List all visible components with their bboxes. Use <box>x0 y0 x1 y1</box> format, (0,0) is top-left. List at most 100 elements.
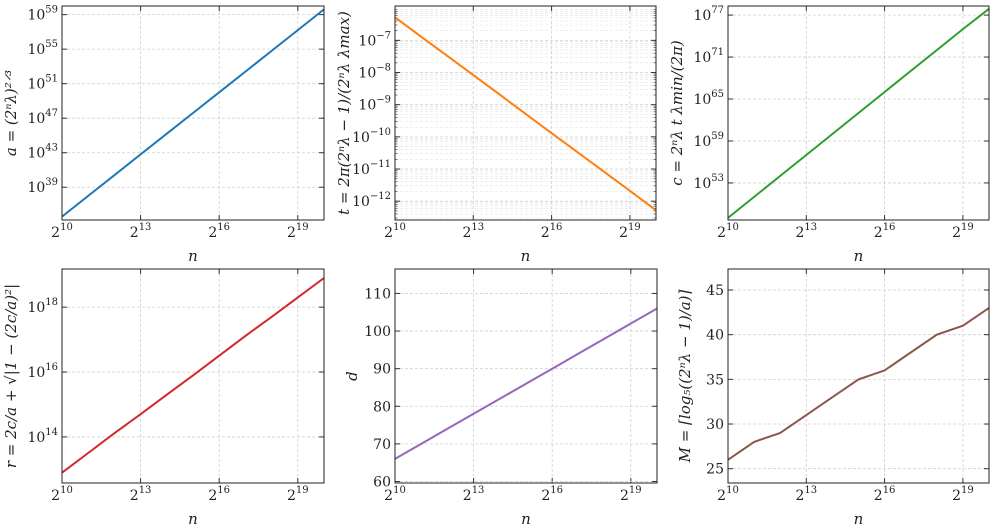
tick-exponent: 19 <box>961 485 974 496</box>
tick-base: 10 <box>358 33 376 49</box>
tick-base: 2 <box>717 225 726 241</box>
x-tick-label: 213 <box>130 485 152 504</box>
y-tick-label: 1016 <box>27 362 58 381</box>
tick-base: 10 <box>358 66 376 82</box>
tick-exponent: 10 <box>393 222 406 233</box>
tick-exponent: 59 <box>45 5 58 16</box>
tick-exponent: 55 <box>45 39 58 50</box>
x-tick-label: 213 <box>463 485 485 504</box>
tick-exponent: 19 <box>296 222 309 233</box>
x-tick-label: 210 <box>51 485 73 504</box>
axes-frame <box>61 268 325 484</box>
x-tick-label: 210 <box>717 222 739 241</box>
tick-exponent: 16 <box>550 485 563 496</box>
y-tick-label: 1043 <box>27 143 58 162</box>
series-line <box>394 307 658 460</box>
y-tick-label: 35 <box>706 372 724 388</box>
y-axis-label: r = 2c/a + √|1 − (2c/a)²| <box>2 284 20 468</box>
tick-base: 2 <box>619 225 628 241</box>
tick-base: 2 <box>208 488 217 504</box>
y-tick-label: 70 <box>373 437 391 453</box>
y-tick-label: 90 <box>373 362 391 378</box>
tick-exponent: −7 <box>376 30 391 41</box>
y-tick-label: 1077 <box>693 5 724 24</box>
x-tick-label: 210 <box>717 485 739 504</box>
y-tick-label: 1065 <box>693 89 724 108</box>
tick-base: 10 <box>352 130 370 146</box>
tick-exponent: 43 <box>45 143 58 154</box>
tick-exponent: −11 <box>370 159 391 170</box>
tick-base: 2 <box>795 488 804 504</box>
tick-base: 2 <box>287 488 296 504</box>
x-tick-label: 216 <box>541 222 563 241</box>
tick-base: 2 <box>384 488 393 504</box>
y-tick-label: 1071 <box>693 47 724 66</box>
tick-exponent: 16 <box>217 485 230 496</box>
tick-exponent: 39 <box>45 177 58 188</box>
tick-exponent: 16 <box>45 362 58 373</box>
x-axis-label: n <box>521 247 531 265</box>
x-tick-label: 219 <box>287 485 309 504</box>
y-tick-label: 10−12 <box>352 191 391 210</box>
x-axis-label: n <box>854 247 864 265</box>
y-axis-label: a = (2ⁿλ)²ᐟ³ <box>2 70 20 156</box>
x-tick-label: 216 <box>208 222 230 241</box>
tick-base: 10 <box>27 77 45 93</box>
tick-base: 2 <box>51 225 60 241</box>
tick-base: 2 <box>952 225 961 241</box>
tick-exponent: −10 <box>370 127 391 138</box>
tick-base: 10 <box>27 300 45 316</box>
series-line <box>727 8 990 219</box>
tick-base: 2 <box>620 488 629 504</box>
x-tick-label: 219 <box>619 222 641 241</box>
tick-base: 10 <box>358 98 376 114</box>
tick-exponent: 13 <box>804 485 817 496</box>
y-tick-label: 40 <box>706 328 724 344</box>
tick-base: 10 <box>352 162 370 178</box>
tick-base: 10 <box>693 92 711 108</box>
axes-frame <box>727 5 990 221</box>
tick-exponent: −9 <box>376 95 391 106</box>
y-tick-label: 1059 <box>693 131 724 150</box>
tick-base: 2 <box>462 225 471 241</box>
y-tick-label: 1051 <box>27 74 58 93</box>
tick-exponent: 10 <box>60 485 73 496</box>
tick-base: 10 <box>27 42 45 58</box>
tick-exponent: 19 <box>629 485 642 496</box>
tick-base: 10 <box>693 134 711 150</box>
x-tick-label: 213 <box>795 485 817 504</box>
tick-exponent: 19 <box>296 485 309 496</box>
axes-frame <box>61 5 325 221</box>
tick-base: 2 <box>51 488 60 504</box>
y-tick-label: 45 <box>706 283 724 299</box>
y-tick-label: 1018 <box>27 297 58 316</box>
tick-exponent: 18 <box>45 297 58 308</box>
tick-base: 2 <box>874 225 883 241</box>
tick-base: 2 <box>208 225 217 241</box>
tick-base: 10 <box>27 430 45 446</box>
tick-exponent: 13 <box>139 485 152 496</box>
series-line <box>727 307 990 461</box>
x-axis-label: n <box>188 510 198 528</box>
tick-exponent: 19 <box>961 222 974 233</box>
x-tick-label: 216 <box>874 222 896 241</box>
tick-base: 2 <box>287 225 296 241</box>
y-tick-label: 1039 <box>27 177 58 196</box>
x-tick-label: 213 <box>795 222 817 241</box>
y-axis-label: t = 2π(2ⁿλ − 1)/(2ⁿλ λmax) <box>335 11 353 215</box>
tick-exponent: 51 <box>45 74 58 85</box>
y-tick-label: 10−10 <box>352 127 391 146</box>
tick-base: 2 <box>463 488 472 504</box>
tick-base: 10 <box>693 176 711 192</box>
tick-base: 2 <box>384 225 393 241</box>
tick-base: 2 <box>874 488 883 504</box>
x-tick-label: 210 <box>384 485 406 504</box>
y-axis-label: c = 2ⁿλ t λmin/(2π) <box>668 40 686 186</box>
x-tick-label: 210 <box>51 222 73 241</box>
y-tick-label: 30 <box>706 417 724 433</box>
x-tick-label: 216 <box>874 485 896 504</box>
